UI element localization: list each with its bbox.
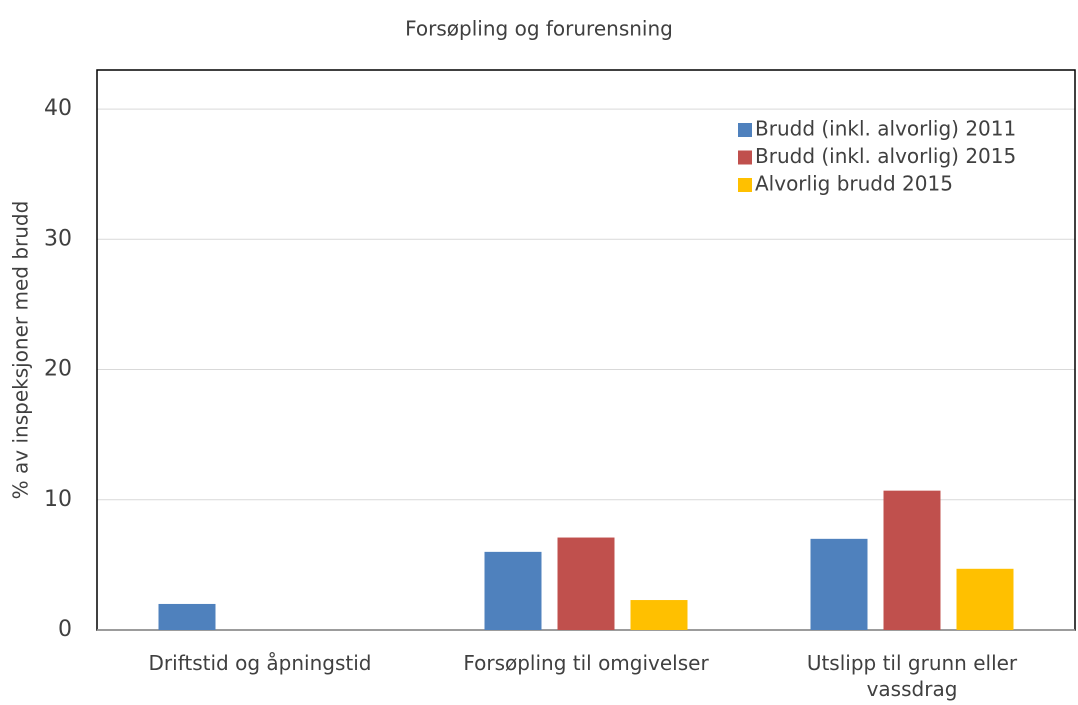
legend-swatch xyxy=(738,123,752,137)
y-tick-label: 0 xyxy=(58,617,72,642)
y-tick-label: 40 xyxy=(44,96,72,121)
bar xyxy=(484,551,542,630)
legend-label: Brudd (inkl. alvorlig) 2015 xyxy=(755,144,1016,168)
bar xyxy=(810,538,868,630)
legend-swatch xyxy=(738,178,752,192)
bar xyxy=(557,537,615,630)
x-tick-label: Forsøpling til omgivelser xyxy=(463,651,709,675)
x-tick-label: Utslipp til grunn eller vassdrag xyxy=(806,651,1018,701)
bar xyxy=(956,568,1014,630)
y-axis-title: % av inspeksjoner med brudd xyxy=(9,201,33,500)
legend-swatch xyxy=(738,150,752,165)
legend-label: Alvorlig brudd 2015 xyxy=(755,172,953,196)
bar xyxy=(630,600,688,630)
chart-title: Forsøpling og forurensning xyxy=(405,17,673,41)
bar xyxy=(883,490,941,630)
y-tick-label: 30 xyxy=(44,226,72,251)
legend-label: Brudd (inkl. alvorlig) 2011 xyxy=(755,117,1016,141)
y-tick-label: 10 xyxy=(44,487,72,512)
bar xyxy=(158,603,216,630)
x-tick-label: Driftstid og åpningstid xyxy=(148,651,372,675)
y-tick-label: 20 xyxy=(44,357,72,382)
